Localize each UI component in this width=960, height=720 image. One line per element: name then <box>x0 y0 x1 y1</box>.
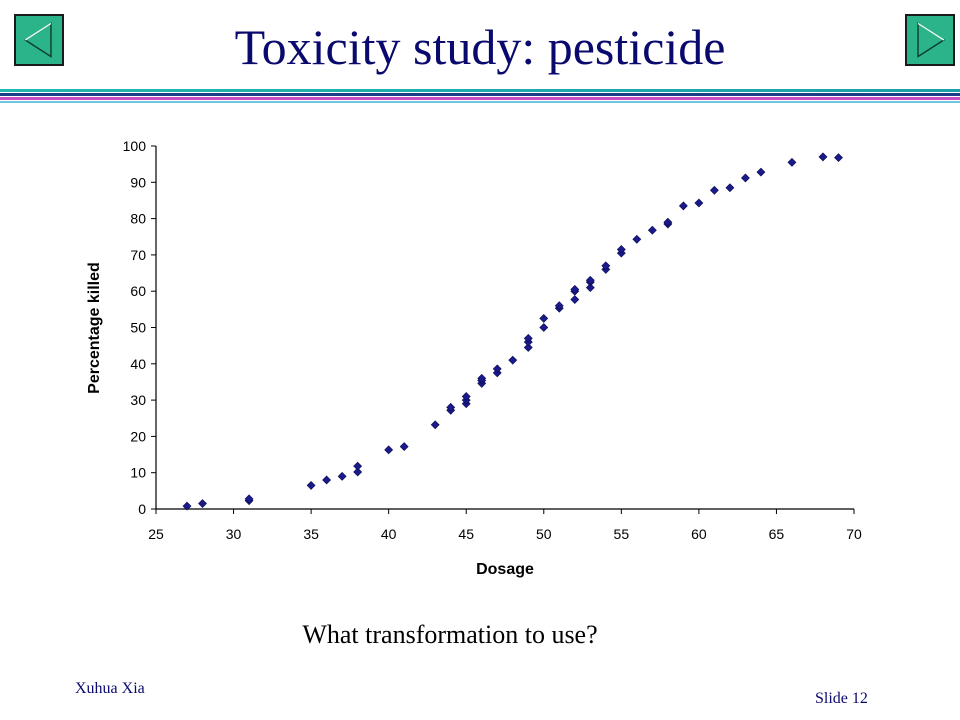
y-tick-label: 20 <box>130 428 146 444</box>
next-slide-button[interactable] <box>905 14 955 66</box>
x-tick-label: 45 <box>458 526 474 542</box>
y-axis-label: Percentage killed <box>86 262 103 394</box>
data-point <box>694 198 704 208</box>
data-point <box>554 301 564 311</box>
data-point <box>725 183 735 193</box>
title-divider-navy <box>0 93 960 96</box>
triangle-left-icon <box>23 22 52 58</box>
y-tick-label: 30 <box>130 392 146 408</box>
slide-title: Toxicity study: pesticide <box>234 19 726 75</box>
slide-caption: What transformation to use? <box>302 620 598 649</box>
data-point <box>198 499 207 508</box>
data-point <box>477 373 487 383</box>
data-point <box>585 275 595 285</box>
data-point <box>508 355 518 365</box>
data-point <box>601 261 611 271</box>
x-tick-label: 55 <box>614 526 630 542</box>
data-point <box>539 323 549 332</box>
data-points <box>182 152 843 511</box>
data-point <box>353 467 363 477</box>
data-point <box>834 153 843 163</box>
data-point <box>337 471 347 481</box>
y-tick-label: 60 <box>130 283 146 299</box>
data-point <box>818 152 828 162</box>
data-point <box>585 283 595 292</box>
data-point <box>461 392 471 401</box>
data-point <box>523 333 533 343</box>
title-divider-teal <box>0 89 960 92</box>
data-point <box>616 245 626 254</box>
title-divider-magenta <box>0 97 960 100</box>
data-point <box>570 295 580 304</box>
y-tick-label: 10 <box>130 465 146 481</box>
author-name: Xuhua Xia <box>75 680 145 697</box>
data-point <box>244 494 254 504</box>
data-point <box>756 167 766 177</box>
data-point <box>430 420 440 430</box>
x-tick-label: 65 <box>769 526 785 542</box>
y-tick-label: 40 <box>130 356 146 372</box>
data-point <box>678 201 688 211</box>
title-divider-light <box>0 101 960 103</box>
data-point <box>787 157 797 167</box>
data-point <box>306 480 316 490</box>
data-point <box>399 442 409 451</box>
x-tick-label: 35 <box>303 526 319 542</box>
triangle-right-icon <box>917 22 946 58</box>
data-point <box>647 225 657 235</box>
y-tick-label: 0 <box>138 501 146 517</box>
x-axis-ticks: 25 30 35 40 45 50 55 60 65 70 <box>148 509 862 542</box>
data-point <box>570 284 580 294</box>
data-point <box>182 501 192 511</box>
x-tick-label: 60 <box>691 526 707 542</box>
data-point <box>709 185 719 195</box>
data-point <box>523 343 533 352</box>
y-tick-label: 100 <box>123 138 147 154</box>
x-tick-label: 30 <box>226 526 242 542</box>
y-tick-label: 50 <box>130 320 146 336</box>
data-point <box>384 445 394 455</box>
y-axis-ticks: 0 10 20 30 40 50 60 70 80 90 100 <box>123 138 156 517</box>
data-point <box>740 173 750 183</box>
x-axis-label: Dosage <box>476 561 534 578</box>
x-tick-label: 40 <box>381 526 397 542</box>
data-point <box>539 314 549 323</box>
data-point <box>322 475 332 485</box>
slide-number: Slide 12 <box>815 690 868 707</box>
data-point <box>492 364 502 374</box>
y-tick-label: 70 <box>130 247 146 263</box>
x-tick-label: 50 <box>536 526 552 542</box>
y-tick-label: 80 <box>130 211 146 227</box>
x-tick-label: 25 <box>148 526 164 542</box>
data-point <box>353 461 363 471</box>
data-point <box>632 234 642 244</box>
y-tick-label: 90 <box>130 174 146 190</box>
previous-slide-button[interactable] <box>14 14 64 66</box>
data-point <box>446 402 456 412</box>
data-point <box>663 217 673 227</box>
x-tick-label: 70 <box>846 526 862 542</box>
